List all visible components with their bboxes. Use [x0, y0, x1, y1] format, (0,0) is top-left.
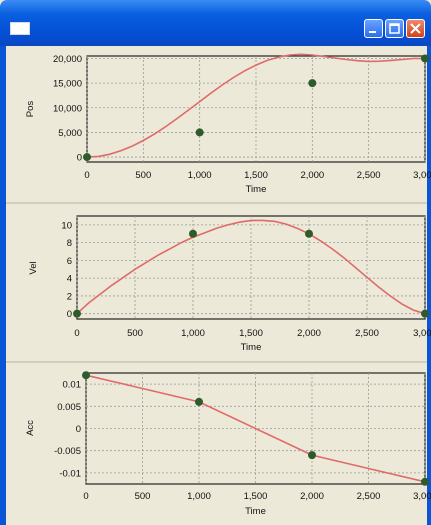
x-tick-label: 1,000	[181, 328, 205, 339]
y-tick-label: 10	[61, 220, 72, 231]
y-tick-label: 0	[67, 309, 72, 320]
x-tick-label: 0	[74, 328, 79, 339]
y-tick-label: 2	[67, 291, 72, 302]
y-tick-label: -0.01	[59, 468, 81, 479]
y-tick-label: 0	[76, 424, 81, 435]
series-line	[76, 219, 426, 315]
plot-area	[76, 215, 426, 320]
x-tick-label: 2,000	[300, 491, 324, 502]
x-tick-label: 2,000	[300, 170, 324, 181]
x-tick-label: 1,500	[244, 491, 268, 502]
y-tick-label: 5,000	[58, 128, 82, 139]
y-tick-label: 0	[77, 153, 82, 164]
data-point	[73, 309, 81, 318]
y-axis-label: Pos	[25, 101, 36, 118]
y-tick-label: -0.005	[54, 446, 81, 457]
series-line	[86, 53, 425, 158]
x-tick-label: 500	[135, 491, 151, 502]
y-tick-label: 4	[67, 274, 72, 285]
x-tick-label: 2,500	[357, 491, 381, 502]
data-point	[308, 451, 316, 460]
data-point	[421, 309, 429, 318]
maximize-icon	[389, 23, 400, 34]
x-tick-label: 1,000	[187, 491, 211, 502]
x-tick-label: 500	[127, 328, 143, 339]
close-icon	[410, 23, 421, 34]
maximize-button[interactable]	[385, 19, 404, 38]
series-line	[85, 374, 426, 483]
window-right-border	[427, 46, 431, 525]
x-tick-label: 2,000	[297, 328, 321, 339]
data-point	[83, 153, 91, 162]
y-tick-label: 6	[67, 256, 72, 267]
close-button[interactable]	[406, 19, 425, 38]
x-tick-label: 3,000	[413, 328, 431, 339]
data-point	[308, 79, 317, 88]
x-tick-label: 3,000	[413, 491, 431, 502]
x-tick-label: 1,500	[239, 328, 263, 339]
x-tick-label: 0	[83, 491, 88, 502]
data-point	[195, 128, 204, 137]
y-tick-label: 10,000	[53, 103, 82, 114]
x-tick-label: 500	[135, 170, 151, 181]
x-axis-label: Time	[245, 506, 266, 517]
window-system-icon[interactable]	[10, 22, 30, 35]
data-point	[421, 54, 429, 63]
data-point	[189, 229, 197, 238]
x-tick-label: 1,000	[188, 170, 212, 181]
y-tick-label: 0.01	[63, 380, 82, 391]
y-tick-label: 8	[67, 238, 72, 249]
x-tick-label: 1,500	[244, 170, 268, 181]
y-tick-label: 20,000	[53, 54, 82, 65]
data-point	[82, 371, 90, 380]
window-titlebar[interactable]	[0, 0, 431, 46]
y-tick-label: 0.005	[57, 402, 81, 413]
x-tick-label: 2,500	[357, 170, 381, 181]
y-axis-label: Vel	[28, 261, 39, 274]
y-tick-label: 15,000	[53, 79, 82, 90]
data-point	[305, 229, 313, 238]
minimize-icon	[369, 31, 376, 33]
window-left-border	[0, 46, 6, 525]
x-tick-label: 3,000	[413, 170, 431, 181]
data-point	[195, 397, 203, 406]
minimize-button[interactable]	[364, 19, 383, 38]
y-axis-label: Acc	[25, 420, 36, 436]
x-axis-label: Time	[241, 342, 262, 353]
x-tick-label: 2,500	[355, 328, 379, 339]
data-point	[421, 477, 429, 486]
x-axis-label: Time	[246, 184, 267, 195]
x-tick-label: 0	[84, 170, 89, 181]
